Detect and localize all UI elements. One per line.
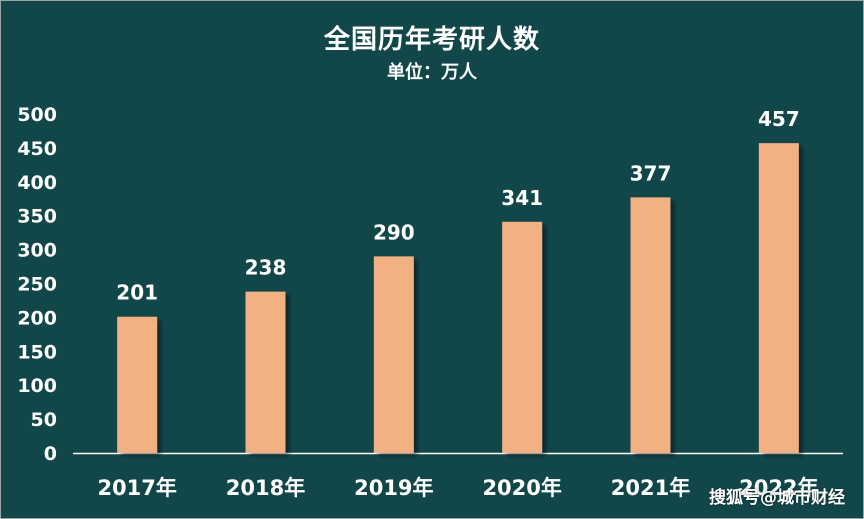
watermark: 搜狐号@城市财经 [709,488,845,508]
data-label: 377 [630,161,672,185]
y-tick-label: 300 [17,240,57,262]
chart-subtitle: 单位：万人 [387,62,477,83]
y-tick-label: 150 [17,341,57,363]
y-tick-label: 350 [17,206,57,228]
chart-title: 全国历年考研人数 [323,25,540,55]
y-tick-label: 500 [17,104,57,126]
data-label: 201 [116,281,158,305]
y-tick-label: 0 [44,443,57,465]
x-tick-label: 2021年 [611,476,690,500]
bar [630,197,671,453]
y-tick-label: 100 [17,375,57,397]
data-label: 457 [758,107,800,131]
bar [245,291,286,453]
y-tick-label: 50 [31,409,57,431]
x-tick-label: 2022年 [739,476,818,500]
x-tick-label: 2020年 [482,476,561,500]
bar [373,256,414,453]
data-label: 341 [501,186,543,210]
data-label: 290 [373,220,415,244]
bar [117,316,158,453]
y-tick-label: 400 [17,172,57,194]
y-tick-label: 200 [17,307,57,329]
x-tick-label: 2019年 [354,476,433,500]
y-tick-label: 250 [17,274,57,296]
data-label: 238 [245,256,287,280]
bar [502,221,543,453]
y-tick-label: 450 [17,138,57,160]
bar [758,143,799,454]
x-tick-label: 2018年 [226,476,305,500]
x-tick-label: 2017年 [97,476,176,500]
